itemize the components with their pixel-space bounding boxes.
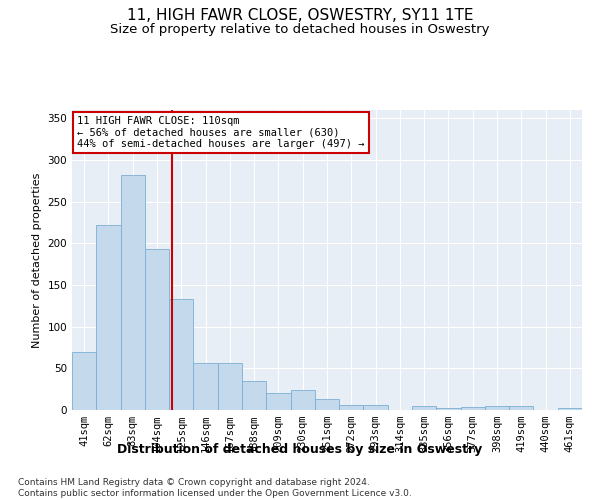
- Bar: [364, 405, 388, 410]
- Bar: [121, 175, 145, 410]
- Bar: [461, 406, 485, 410]
- Bar: [290, 390, 315, 410]
- Bar: [242, 381, 266, 410]
- Bar: [436, 408, 461, 410]
- Bar: [266, 392, 290, 410]
- Bar: [315, 399, 339, 410]
- Text: Size of property relative to detached houses in Oswestry: Size of property relative to detached ho…: [110, 22, 490, 36]
- Bar: [193, 362, 218, 410]
- Bar: [145, 249, 169, 410]
- Bar: [169, 299, 193, 410]
- Bar: [485, 406, 509, 410]
- Y-axis label: Number of detached properties: Number of detached properties: [32, 172, 42, 348]
- Bar: [96, 225, 121, 410]
- Text: Contains HM Land Registry data © Crown copyright and database right 2024.
Contai: Contains HM Land Registry data © Crown c…: [18, 478, 412, 498]
- Text: 11 HIGH FAWR CLOSE: 110sqm
← 56% of detached houses are smaller (630)
44% of sem: 11 HIGH FAWR CLOSE: 110sqm ← 56% of deta…: [77, 116, 365, 149]
- Bar: [509, 406, 533, 410]
- Bar: [72, 352, 96, 410]
- Bar: [558, 408, 582, 410]
- Text: Distribution of detached houses by size in Oswestry: Distribution of detached houses by size …: [118, 442, 482, 456]
- Bar: [339, 405, 364, 410]
- Bar: [218, 362, 242, 410]
- Bar: [412, 406, 436, 410]
- Text: 11, HIGH FAWR CLOSE, OSWESTRY, SY11 1TE: 11, HIGH FAWR CLOSE, OSWESTRY, SY11 1TE: [127, 8, 473, 22]
